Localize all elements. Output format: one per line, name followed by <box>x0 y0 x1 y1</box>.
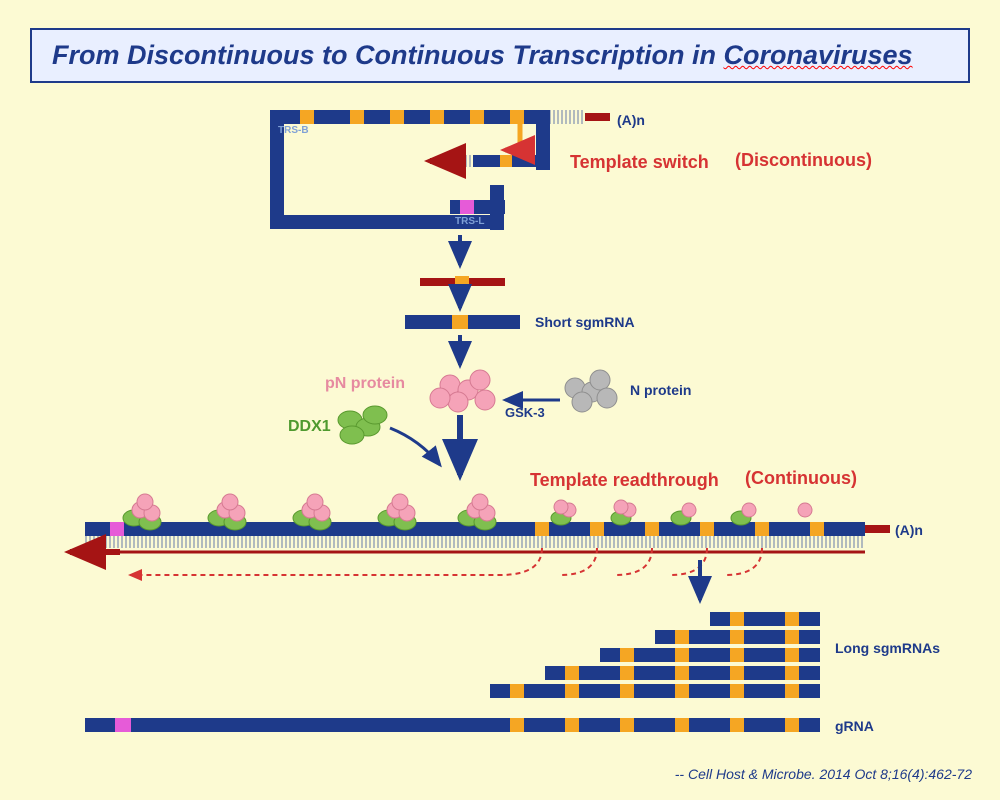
pn-protein-cluster <box>430 370 495 412</box>
label-gsk3: GSK-3 <box>505 405 545 420</box>
label-template-read: Template readthrough <box>530 470 719 491</box>
n-protein-cluster <box>565 370 617 412</box>
label-short-sgm: Short sgmRNA <box>535 314 635 330</box>
label-template-switch: Template switch <box>570 152 709 173</box>
label-an-top: (A)n <box>617 112 645 128</box>
label-pn-protein: pN protein <box>325 375 405 393</box>
long-sgmrna-stairs <box>490 612 820 698</box>
label-continuous: (Continuous) <box>745 468 857 489</box>
label-ddx1: DDX1 <box>288 418 331 436</box>
diagram-svg <box>0 0 1000 800</box>
label-grna: gRNA <box>835 718 874 734</box>
grna-bar <box>85 718 820 732</box>
short-fragment <box>420 276 505 288</box>
short-sgmrna <box>405 315 520 329</box>
label-discontinuous: (Discontinuous) <box>735 150 872 171</box>
ddx1-cluster <box>338 406 387 444</box>
label-trsb: TRS-B <box>278 125 309 136</box>
citation: -- Cell Host & Microbe. 2014 Oct 8;16(4)… <box>675 766 972 782</box>
top-loop <box>270 110 610 230</box>
label-long-sgm: Long sgmRNAs <box>835 640 940 656</box>
label-trsl: TRS-L <box>455 216 484 227</box>
label-an-bottom: (A)n <box>895 522 923 538</box>
label-n-protein: N protein <box>630 382 691 398</box>
